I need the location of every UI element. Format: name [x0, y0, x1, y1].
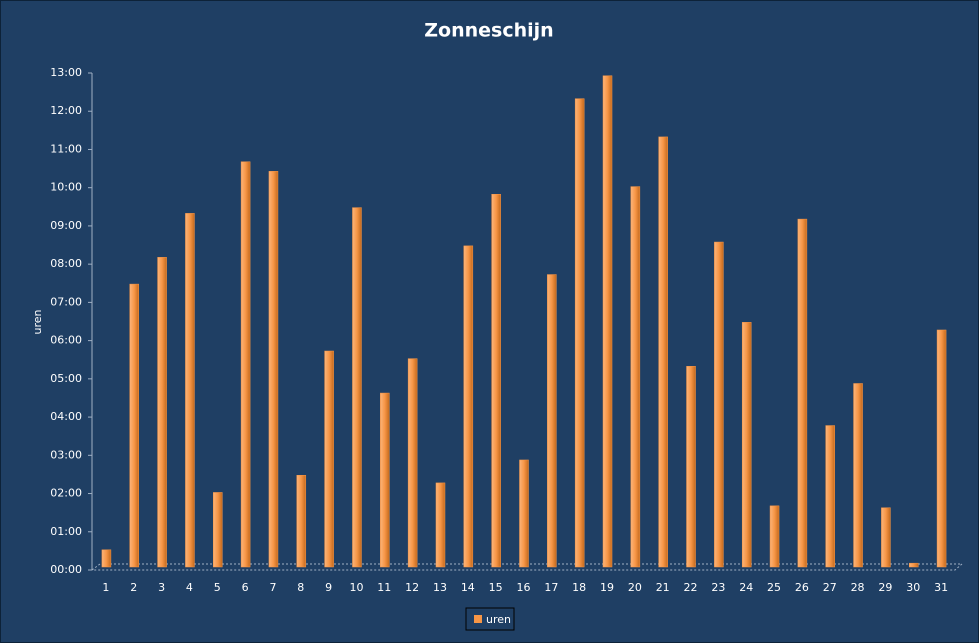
x-tick-label: 20: [628, 581, 642, 594]
bar: [574, 98, 585, 568]
bar: [129, 283, 140, 568]
x-tick-label: 8: [297, 581, 304, 594]
bar: [380, 392, 390, 568]
x-tick-label: 10: [349, 581, 363, 594]
y-tick-label: 07:00: [50, 295, 82, 308]
y-tick-label: 13:00: [50, 66, 82, 79]
bar: [435, 482, 446, 568]
legend-label: uren: [486, 613, 511, 626]
x-tick-label: 2: [130, 581, 137, 594]
bar: [658, 136, 668, 568]
y-tick-label: 01:00: [50, 525, 82, 538]
bar: [157, 257, 167, 568]
bar: [352, 207, 362, 568]
x-tick-label: 5: [214, 581, 221, 594]
x-axis-floor: [91, 563, 964, 571]
bar: [547, 274, 557, 568]
x-tick-label: 30: [906, 581, 920, 594]
y-tick-label: 02:00: [50, 487, 82, 500]
legend-box: [465, 607, 515, 631]
chart-title: Zonneschijn: [424, 20, 553, 42]
y-tick-label: 05:00: [50, 372, 82, 385]
x-tick-label: 25: [767, 581, 781, 594]
bar: [491, 194, 501, 568]
bar: [519, 459, 529, 568]
bar: [407, 358, 418, 568]
y-tick-label: 03:00: [50, 448, 82, 461]
x-tick-label: 11: [377, 581, 391, 594]
x-tick-label: 12: [405, 581, 419, 594]
x-tick-label: 18: [572, 581, 586, 594]
y-tick-label: 06:00: [50, 334, 82, 347]
x-tick-label: 21: [656, 581, 670, 594]
x-tick-label: 24: [739, 581, 753, 594]
bar: [714, 241, 724, 568]
x-tick-label: 1: [102, 581, 109, 594]
x-tick-label: 13: [433, 581, 447, 594]
bar: [101, 549, 112, 568]
x-tick-label: 17: [544, 581, 558, 594]
x-tick-label: 4: [186, 581, 193, 594]
x-tick-label: 9: [325, 581, 332, 594]
bar: [825, 425, 835, 568]
bar: [881, 507, 891, 568]
x-tick-label: 14: [461, 581, 475, 594]
x-tick-label: 3: [158, 581, 165, 594]
legend-swatch: [474, 615, 482, 623]
bar: [769, 505, 780, 568]
y-tick-label: 10:00: [50, 181, 82, 194]
y-tick-label: 11:00: [50, 142, 82, 155]
bar: [185, 213, 195, 568]
y-tick-label: 04:00: [50, 410, 82, 423]
bar: [936, 329, 947, 568]
bar: [602, 75, 613, 568]
x-tick-label: 19: [600, 581, 614, 594]
bar: [741, 322, 752, 568]
y-tick-label: 08:00: [50, 257, 82, 270]
x-tick-label: 7: [269, 581, 276, 594]
legend: uren: [465, 607, 515, 631]
bar: [296, 474, 307, 568]
bar: [908, 562, 919, 568]
x-tick-label: 29: [878, 581, 892, 594]
x-tick-label: 28: [851, 581, 865, 594]
bar: [324, 350, 334, 568]
x-tick-label: 26: [795, 581, 809, 594]
y-tick-label: 12:00: [50, 104, 82, 117]
bar: [463, 245, 474, 568]
x-tick-label: 27: [823, 581, 837, 594]
y-tick-label: 00:00: [50, 563, 82, 576]
x-tick-label: 23: [711, 581, 725, 594]
bar: [213, 492, 223, 568]
x-tick-label: 16: [517, 581, 531, 594]
x-tick-label: 22: [684, 581, 698, 594]
y-axis-label: uren: [31, 309, 44, 334]
x-tick-label: 15: [489, 581, 503, 594]
y-tick-label: 09:00: [50, 219, 82, 232]
bar: [797, 218, 808, 568]
x-tick-label: 6: [242, 581, 249, 594]
bar: [686, 366, 696, 568]
bar: [268, 171, 279, 568]
bar: [240, 161, 251, 568]
x-tick-label: 31: [934, 581, 948, 594]
bar: [630, 186, 641, 568]
bar: [853, 383, 863, 568]
